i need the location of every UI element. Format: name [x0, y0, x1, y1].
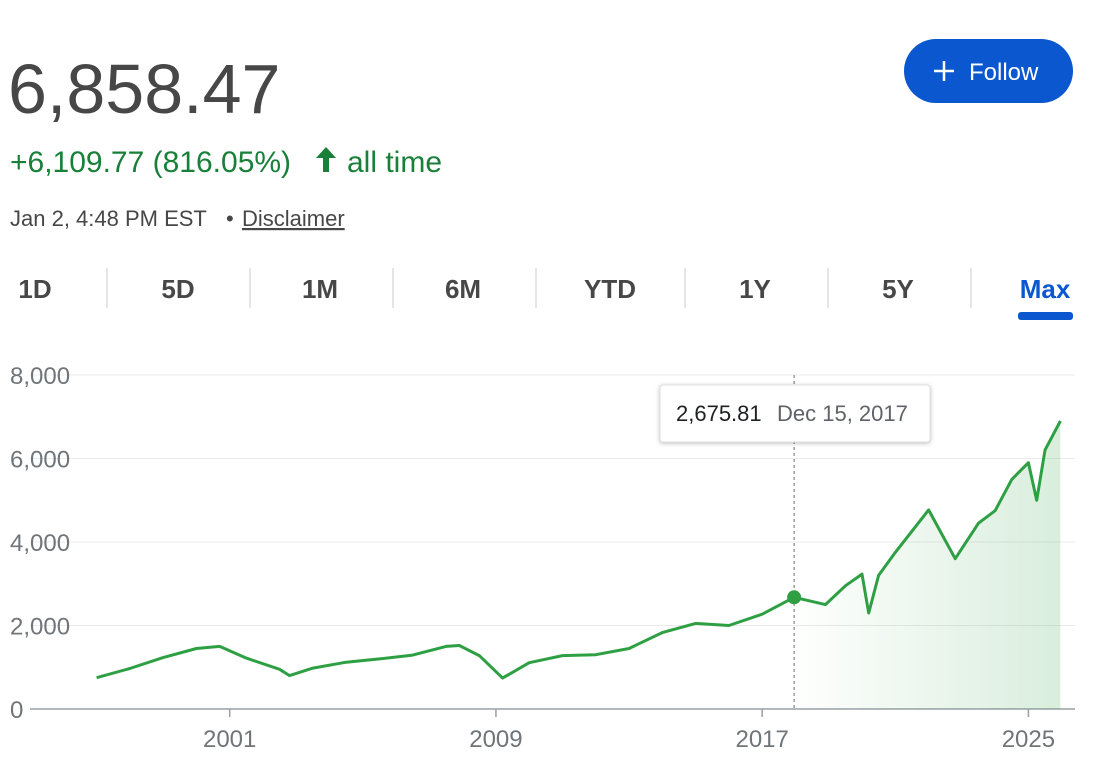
change: +6,109.77 (816.05%) — [10, 146, 291, 179]
chart: 0 2,000 4,000 6,000 8,000 2001 2009 2017 2025 2,6… — [10, 363, 1075, 753]
x-tick-label: 2025 — [1002, 726, 1055, 753]
tooltip-box — [659, 384, 931, 443]
x-tick-label: 2009 — [469, 726, 522, 753]
tab-label: 5Y — [882, 274, 914, 304]
tooltip-date: Dec 15, 2017 — [777, 401, 908, 426]
tooltip: 2,675.81 Dec 15, 2017 — [659, 384, 931, 443]
range-tab[interactable]: 6M — [445, 274, 481, 304]
y-tick-label: 8,000 — [10, 363, 70, 390]
timestamp: Jan 2, 4:48 PM EST — [10, 206, 207, 231]
follow-button-bg — [904, 39, 1073, 103]
price-line — [96, 420, 1062, 680]
tab-underline — [1018, 312, 1073, 320]
follow-button[interactable]: Follow — [904, 39, 1073, 103]
disclaimer-link[interactable]: Disclaimer — [242, 206, 345, 231]
plus-icon — [934, 61, 954, 81]
y-tick-label: 2,000 — [10, 614, 70, 641]
follow-label: Follow — [969, 59, 1039, 86]
y-tick-label: 0 — [10, 697, 23, 724]
tab-label: 1M — [302, 274, 338, 304]
hover-dot — [787, 590, 802, 605]
range-tab[interactable]: 1D — [18, 274, 51, 304]
y-tick-label: 4,000 — [10, 530, 70, 557]
tab-label: 5D — [161, 274, 194, 304]
tab-label: YTD — [584, 274, 636, 304]
range-tab[interactable]: YTD — [584, 274, 636, 304]
tab-label: 1D — [18, 274, 51, 304]
tab-label: 1Y — [739, 274, 771, 304]
range-tabs: 1D 5D 1M 6M YTD 1Y 5Y Max — [18, 268, 1073, 320]
range-tab[interactable]: 1Y — [739, 274, 771, 304]
tooltip-value: 2,675.81 — [676, 401, 762, 426]
range-tab[interactable]: 5Y — [882, 274, 914, 304]
range-tab[interactable]: 1M — [302, 274, 338, 304]
y-tick-label: 6,000 — [10, 447, 70, 474]
x-tick-label: 2017 — [735, 726, 788, 753]
separator: • — [226, 206, 234, 231]
period: all time — [347, 146, 442, 179]
up-arrow-icon — [316, 147, 336, 172]
price: 6,858.47 — [8, 50, 280, 128]
x-tick-label: 2001 — [203, 726, 256, 753]
tab-label: Max — [1020, 274, 1071, 304]
area-fill — [96, 420, 1061, 709]
range-tab[interactable]: Max — [1018, 274, 1073, 320]
tab-label: 6M — [445, 274, 481, 304]
range-tab[interactable]: 5D — [161, 274, 194, 304]
